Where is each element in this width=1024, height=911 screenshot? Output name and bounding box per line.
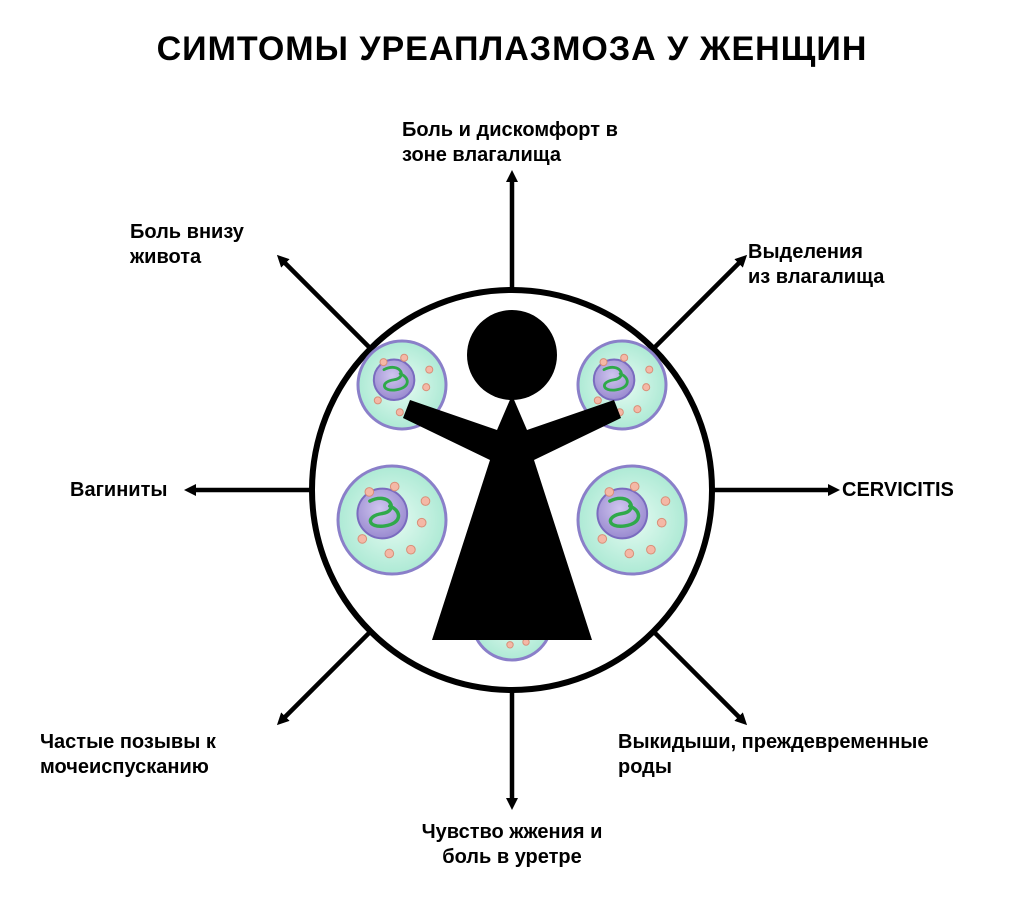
symptom-label-top: Боль и дискомфорт в зоне влагалища (402, 118, 702, 168)
symptom-label-top-left: Боль внизу живота (130, 220, 330, 270)
cell-icon (578, 466, 686, 574)
symptom-label-right: CERVICITIS (842, 478, 1012, 503)
symptom-label-left: Вагиниты (70, 478, 190, 503)
arrow-top-left (284, 262, 372, 350)
cell-icon (338, 466, 446, 574)
symptom-label-top-right: Выделения из влагалища (748, 240, 968, 290)
symptom-label-bottom: Чувство жжения и боль в уретре (372, 820, 652, 870)
arrow-bottom-left (284, 630, 372, 718)
arrow-top-right (652, 262, 740, 350)
symptom-label-bottom-left: Частые позывы к мочеиспусканию (40, 730, 380, 780)
infographic-stage: СИМТОМЫ УРЕАПЛАЗМОЗА У ЖЕНЩИН (0, 0, 1024, 911)
symptom-label-bottom-right: Выкидыши, преждевременные роды (618, 730, 998, 780)
arrow-bottom-right (652, 630, 740, 718)
